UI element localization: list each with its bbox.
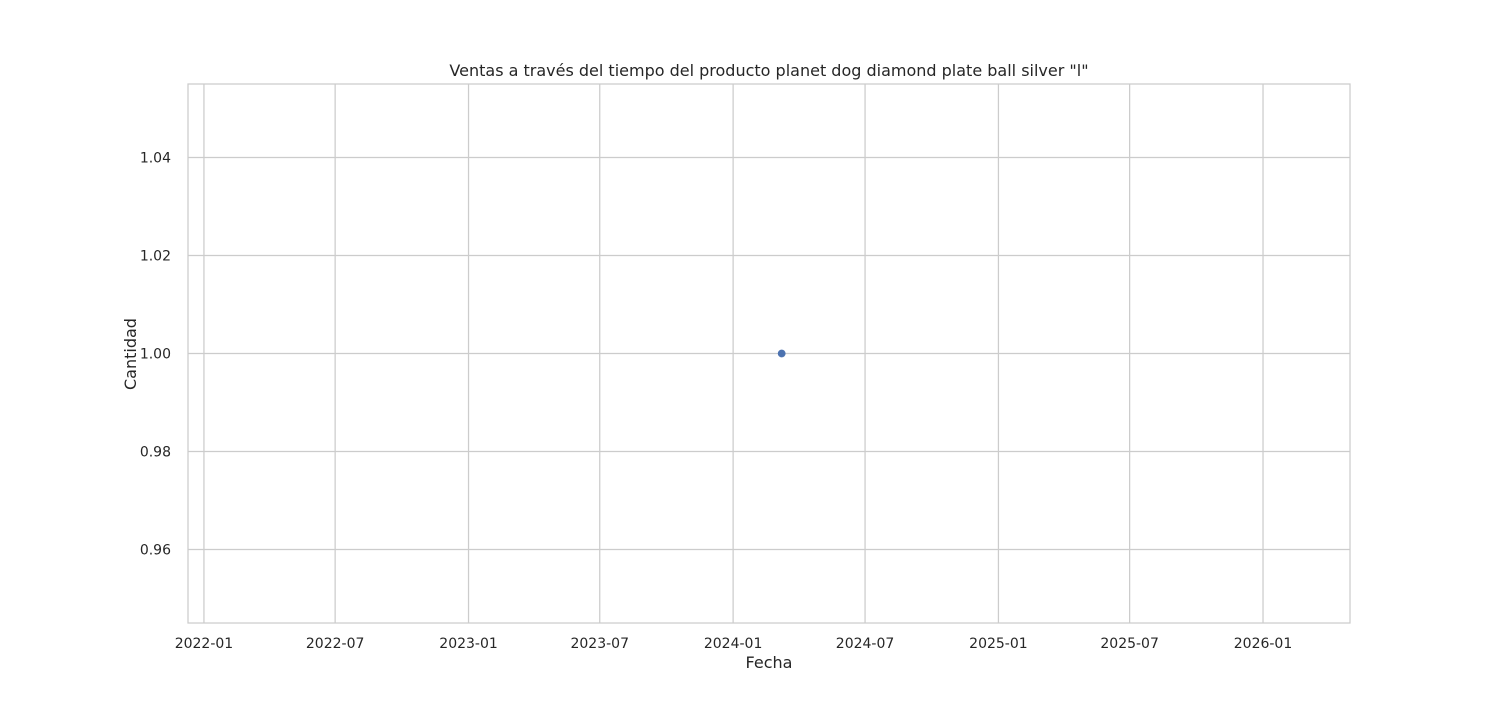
y-tick-label: 0.96 xyxy=(140,543,171,559)
x-tick-label: 2024-07 xyxy=(836,636,895,652)
x-tick-label: 2023-01 xyxy=(439,636,498,652)
y-axis-ticks: 0.96 0.98 1.00 1.02 1.04 xyxy=(140,151,171,559)
grid-lines xyxy=(188,84,1350,623)
x-axis-ticks: 2022-01 2022-07 2023-01 2023-07 2024-01 2024-… xyxy=(175,636,1293,652)
x-tick-label: 2024-01 xyxy=(704,636,763,652)
y-tick-label: 1.02 xyxy=(140,249,171,265)
data-points xyxy=(777,349,786,358)
chart-title: Ventas a través del tiempo del producto … xyxy=(449,61,1088,80)
x-tick-label: 2026-01 xyxy=(1234,636,1293,652)
y-axis-label: Cantidad xyxy=(121,318,140,390)
plot-area-frame xyxy=(187,83,1351,624)
y-tick-label: 0.98 xyxy=(140,445,171,461)
x-tick-label: 2025-07 xyxy=(1100,636,1159,652)
x-tick-label: 2023-07 xyxy=(570,636,629,652)
x-axis-label: Fecha xyxy=(746,653,793,672)
data-point xyxy=(777,349,786,358)
x-tick-label: 2022-07 xyxy=(306,636,365,652)
x-tick-label: 2022-01 xyxy=(175,636,234,652)
y-tick-label: 1.04 xyxy=(140,151,171,167)
x-tick-label: 2025-01 xyxy=(969,636,1028,652)
y-tick-label: 1.00 xyxy=(140,347,171,363)
